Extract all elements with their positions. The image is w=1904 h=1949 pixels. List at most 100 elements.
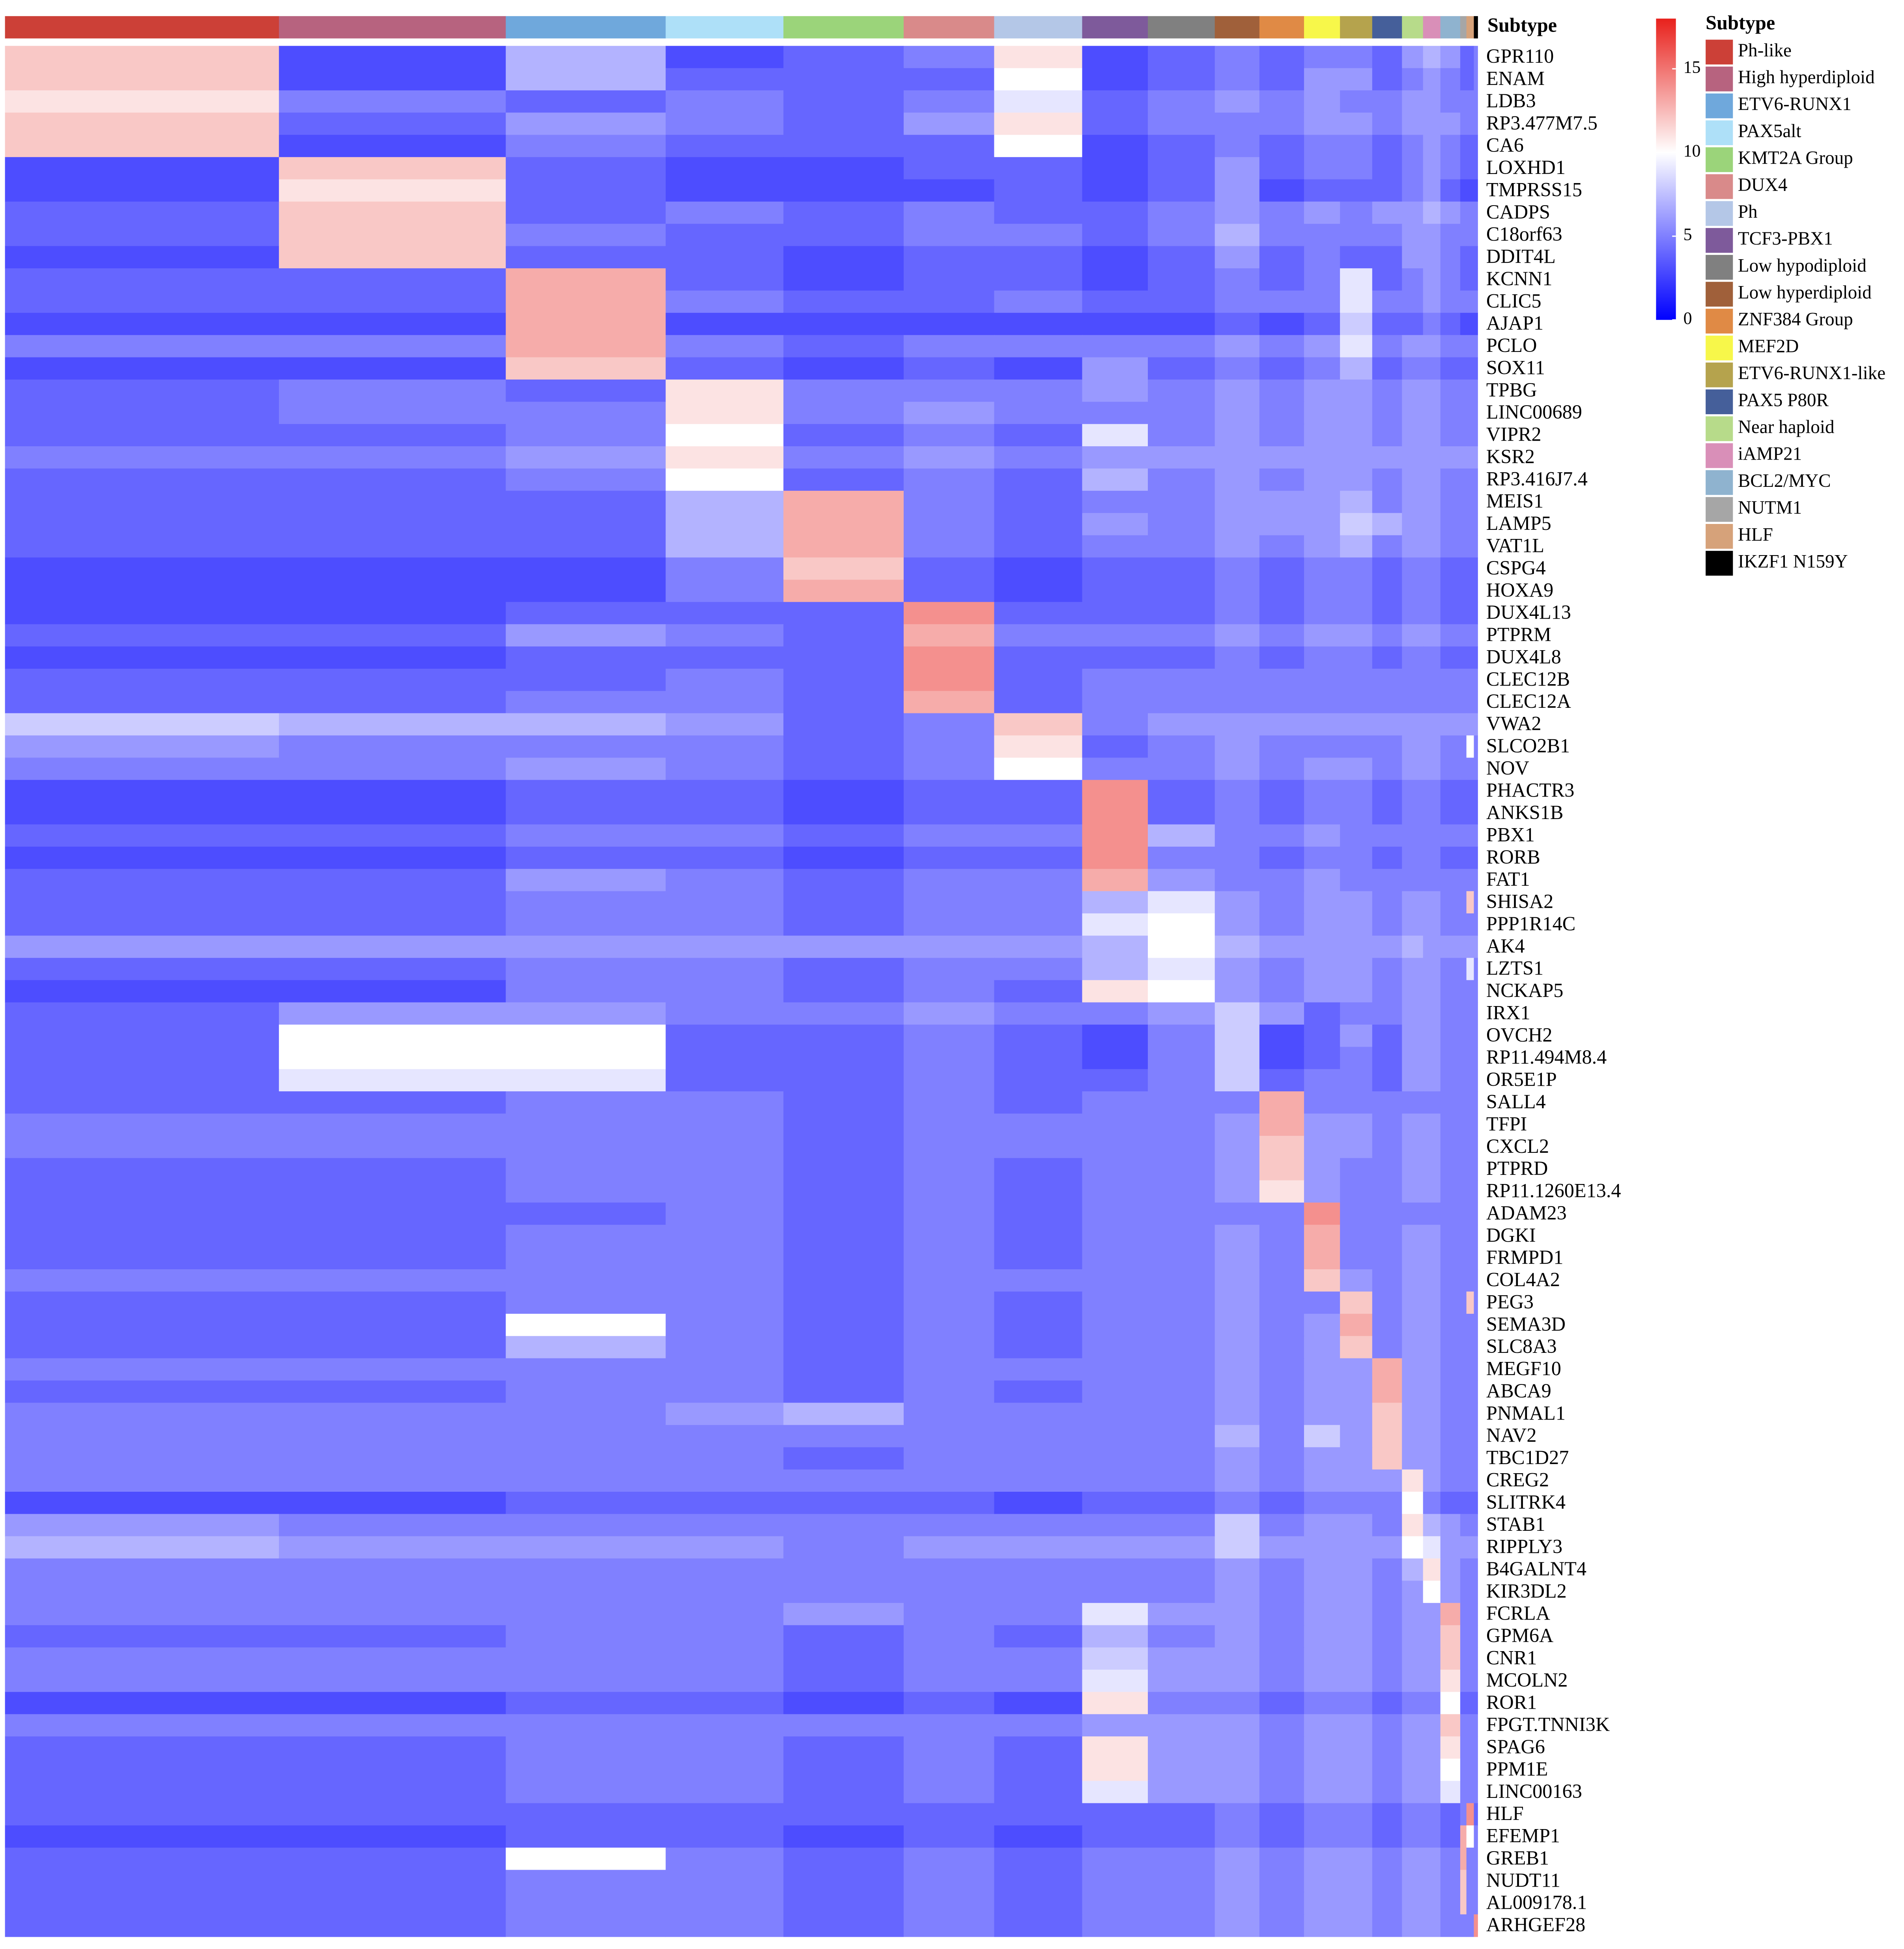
row-label: SHISA2	[1486, 890, 1553, 913]
heatmap-cell	[1460, 1781, 1467, 1804]
heatmap-cell	[903, 535, 995, 558]
heatmap-cell	[1474, 335, 1478, 358]
heatmap-cell	[1372, 557, 1403, 580]
heatmap-cell	[1148, 1692, 1215, 1715]
heatmap-cell	[665, 646, 784, 669]
heatmap-cell	[5, 1491, 280, 1515]
heatmap-cell	[1402, 1692, 1424, 1715]
row-label: SLC8A3	[1486, 1335, 1557, 1357]
heatmap-cell	[1440, 1069, 1461, 1092]
heatmap-cell	[783, 1558, 904, 1581]
annotation-bar	[783, 16, 904, 39]
heatmap-cell	[1474, 112, 1478, 135]
heatmap-cell	[1148, 1670, 1215, 1693]
heatmap-cell	[1304, 112, 1341, 135]
heatmap-cell	[994, 557, 1083, 580]
heatmap-cell	[1304, 1403, 1341, 1425]
heatmap-cell	[665, 68, 784, 91]
heatmap-cell	[279, 1158, 506, 1181]
heatmap-cell	[1372, 268, 1403, 291]
heatmap-cell	[1082, 179, 1148, 202]
heatmap-cell	[1215, 1203, 1260, 1225]
heatmap-cell	[506, 1158, 666, 1181]
heatmap-cell	[1304, 246, 1341, 269]
heatmap-cell	[1082, 668, 1148, 692]
heatmap-cell	[1215, 1336, 1260, 1359]
heatmap-cell	[5, 1781, 280, 1804]
heatmap-cell	[1304, 1581, 1341, 1603]
heatmap-cell	[506, 468, 666, 491]
heatmap-cell	[994, 379, 1083, 402]
heatmap-cell	[1259, 535, 1304, 558]
legend-label: BCL2/MYC	[1738, 471, 1831, 491]
heatmap-cell	[1148, 490, 1215, 514]
row-label: GPM6A	[1486, 1624, 1553, 1646]
annotation-bar	[1460, 16, 1467, 39]
heatmap-cell	[994, 624, 1083, 647]
heatmap-cell	[506, 312, 666, 336]
heatmap-cell	[279, 1269, 506, 1292]
heatmap-cell	[1148, 1558, 1215, 1581]
heatmap-cell	[1402, 1625, 1424, 1648]
heatmap-cell	[279, 535, 506, 558]
heatmap-cell	[665, 246, 784, 269]
heatmap-cell	[1340, 1536, 1373, 1559]
heatmap-cell	[1440, 290, 1461, 313]
heatmap-cell	[1215, 846, 1260, 870]
row-label: NCKAP5	[1486, 979, 1564, 1001]
heatmap-cell	[1304, 935, 1341, 958]
heatmap-cell	[1082, 468, 1148, 491]
legend-label: NUTM1	[1738, 498, 1802, 518]
heatmap-cell	[506, 713, 666, 736]
heatmap-cell	[1402, 802, 1424, 825]
heatmap-cell	[1215, 1514, 1260, 1537]
heatmap-cell	[1466, 246, 1474, 269]
heatmap-cell	[1372, 1825, 1403, 1848]
heatmap-cell	[1082, 224, 1148, 247]
heatmap-cell	[1340, 1892, 1373, 1915]
heatmap-cell	[1402, 1135, 1424, 1159]
heatmap-cell	[1148, 224, 1215, 247]
heatmap-cell	[903, 1002, 995, 1025]
heatmap-cell	[1423, 90, 1441, 113]
heatmap-cell	[1148, 179, 1215, 202]
heatmap-cell	[1304, 1536, 1341, 1559]
heatmap-cell	[279, 46, 506, 69]
heatmap-cell	[1402, 1581, 1424, 1603]
heatmap-cell	[1082, 1536, 1148, 1559]
heatmap-cell	[783, 1625, 904, 1648]
heatmap-cell	[1474, 135, 1478, 158]
legend-swatch	[1706, 120, 1733, 145]
heatmap-cell	[1460, 1269, 1467, 1292]
heatmap-cell	[665, 1113, 784, 1136]
heatmap-cell	[994, 1825, 1083, 1848]
heatmap-cell	[1402, 1914, 1424, 1937]
heatmap-cell	[1082, 602, 1148, 625]
heatmap-cell	[1304, 1447, 1341, 1470]
annotation-bar	[1148, 16, 1215, 39]
heatmap-cell	[1340, 1113, 1373, 1136]
heatmap-cell	[1215, 980, 1260, 1003]
heatmap-cell	[1372, 446, 1403, 469]
heatmap-cell	[1423, 357, 1441, 380]
heatmap-cell	[783, 1758, 904, 1781]
heatmap-cell	[903, 1024, 995, 1047]
row-label: IRX1	[1486, 1001, 1530, 1023]
heatmap-cell	[1402, 1848, 1424, 1870]
heatmap-cell	[1440, 1892, 1461, 1915]
heatmap-cell	[1474, 846, 1478, 870]
heatmap-cell	[1372, 1447, 1403, 1470]
heatmap-cell	[5, 1892, 280, 1915]
heatmap-cell	[1148, 1024, 1215, 1047]
heatmap-cell	[1082, 1581, 1148, 1603]
heatmap-cell	[1340, 980, 1373, 1003]
heatmap-cell	[1460, 1581, 1467, 1603]
heatmap-cell	[903, 446, 995, 469]
heatmap-cell	[783, 1714, 904, 1737]
heatmap-cell	[5, 246, 280, 269]
heatmap-cell	[1304, 1603, 1341, 1626]
heatmap-cell	[506, 958, 666, 981]
heatmap-cell	[1423, 1803, 1441, 1826]
heatmap-cell	[5, 1647, 280, 1670]
heatmap-cell	[1474, 1670, 1478, 1693]
